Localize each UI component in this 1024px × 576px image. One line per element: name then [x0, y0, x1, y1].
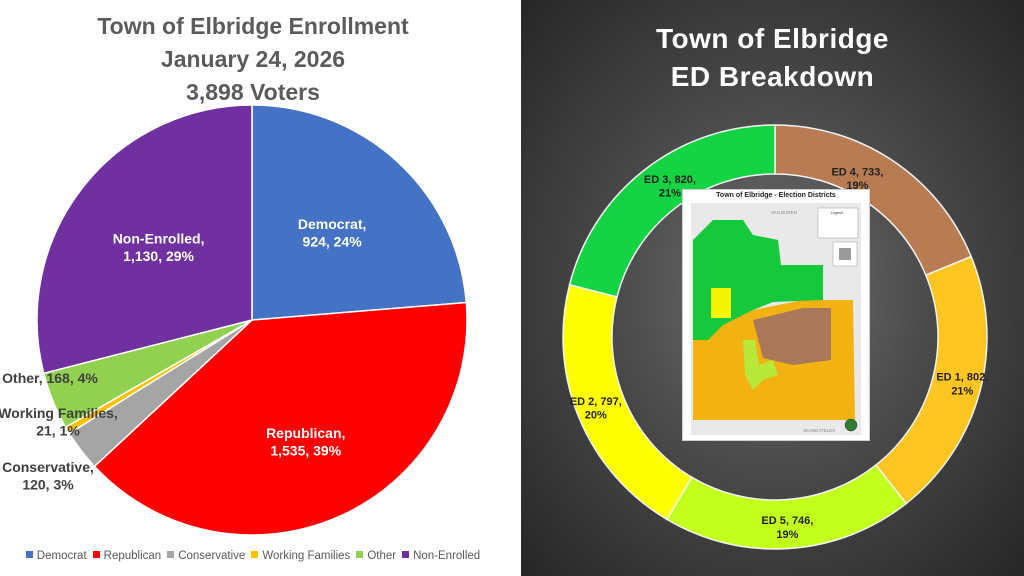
legend-swatch-democrat — [25, 551, 33, 558]
enrollment-title-line1: Town of Elbridge Enrollment — [97, 13, 409, 39]
donut-label-ed-2-line2: 20% — [585, 410, 607, 422]
donut-label-ed-3-line2: 21% — [659, 188, 681, 200]
enrollment-title-line3: 3,898 Voters — [186, 79, 320, 105]
pie-label-non-enrolled: Non-Enrolled, 1,130, 29% — [113, 230, 205, 264]
enrollment-legend: Democrat Republican Conservative Working Fa… — [0, 550, 506, 562]
donut-label-ed-5-line1: ED 5, 746, — [761, 515, 813, 527]
map-label-van-buren: VAN BUREN — [771, 210, 797, 215]
map-locator-shape — [839, 248, 851, 260]
map-drawing: VAN BUREN SKANEATELES Legend — [691, 203, 861, 435]
legend-swatch-conservative — [167, 551, 175, 558]
legend-item-conservative: Conservative — [167, 550, 245, 562]
legend-label-conservative: Conservative — [178, 550, 246, 562]
legend-label-democrat: Democrat — [36, 550, 87, 562]
donut-label-ed-5: ED 5, 746, 19% — [761, 515, 813, 541]
legend-item-republican: Republican — [92, 550, 162, 562]
donut-label-ed-1-line2: 21% — [951, 385, 973, 397]
map-ed2-area — [711, 288, 731, 318]
pie-label-working-families-line1: Working Families, — [0, 405, 118, 421]
legend-item-other: Other — [356, 550, 396, 562]
ed-title-line2: ED Breakdown — [670, 61, 875, 92]
donut-label-ed-2: ED 2, 797, 20% — [570, 396, 622, 422]
pie-label-non-enrolled-line2: 1,130, 29% — [123, 248, 194, 264]
pie-label-republican-line2: 1,535, 39% — [270, 442, 341, 458]
map-ed5-area — [743, 340, 778, 390]
ed-title-line1: Town of Elbridge — [655, 23, 889, 54]
donut-label-ed-4-line1: ED 4, 733, — [831, 166, 883, 178]
donut-label-ed-5-line2: 19% — [776, 529, 798, 541]
legend-label-non-enrolled: Non-Enrolled — [413, 550, 481, 562]
donut-label-ed-3: ED 3, 820, 21% — [644, 174, 696, 200]
donut-label-ed-2-line1: ED 2, 797, — [570, 396, 622, 408]
pie-label-other-line1: Other, 168, 4% — [2, 370, 98, 386]
map-legend-box — [817, 207, 859, 239]
legend-label-republican: Republican — [103, 550, 162, 562]
legend-swatch-republican — [92, 551, 100, 558]
legend-swatch-working-families — [251, 551, 259, 558]
map-legend-title: Legend — [831, 211, 843, 215]
map-seal — [844, 418, 858, 432]
legend-label-working-families: Working Families — [262, 550, 351, 562]
donut-segment-ed-3 — [568, 124, 776, 298]
pie-label-conservative: Conservative, 120, 3% — [2, 459, 94, 493]
legend-swatch-non-enrolled — [402, 551, 410, 558]
election-district-map: Town of Elbridge - Election Districts VA… — [682, 189, 870, 441]
pie-label-conservative-line2: 120, 3% — [22, 477, 74, 493]
legend-label-other: Other — [367, 550, 397, 562]
pie-label-republican-line1: Republican, — [266, 425, 345, 441]
legend-item-working-families: Working Families — [251, 550, 350, 562]
pie-label-democrat: Democrat, 924, 24% — [298, 216, 366, 250]
donut-label-ed-3-line1: ED 3, 820, — [644, 174, 696, 186]
pie-slice-democrat — [251, 104, 468, 321]
pie-slice-republican — [93, 301, 468, 536]
donut-label-ed-1-line1: ED 1, 802, — [936, 372, 988, 384]
map-ed4-area — [753, 308, 831, 365]
map-label-skaneateles: SKANEATELES — [803, 428, 835, 433]
enrollment-title-line2: January 24, 2026 — [160, 46, 346, 72]
pie-label-working-families-line2: 21, 1% — [36, 423, 80, 439]
pie-slice-non-enrolled — [36, 104, 253, 375]
legend-item-democrat: Democrat — [25, 550, 87, 562]
pie-label-democrat-line1: Democrat, — [298, 216, 366, 232]
legend-swatch-other — [356, 551, 364, 558]
pie-label-democrat-line2: 924, 24% — [303, 234, 363, 250]
map-title: Town of Elbridge - Election Districts — [716, 192, 836, 199]
pie-label-non-enrolled-line1: Non-Enrolled, — [113, 230, 205, 246]
pie-label-working-families: Working Families, 21, 1% — [0, 405, 118, 439]
pie-label-republican: Republican, 1,535, 39% — [266, 425, 345, 459]
legend-item-non-enrolled: Non-Enrolled — [402, 550, 480, 562]
donut-label-ed-1: ED 1, 802, 21% — [936, 372, 988, 398]
pie-label-conservative-line1: Conservative, — [2, 459, 94, 475]
pie-label-other: Other, 168, 4% — [2, 370, 98, 386]
